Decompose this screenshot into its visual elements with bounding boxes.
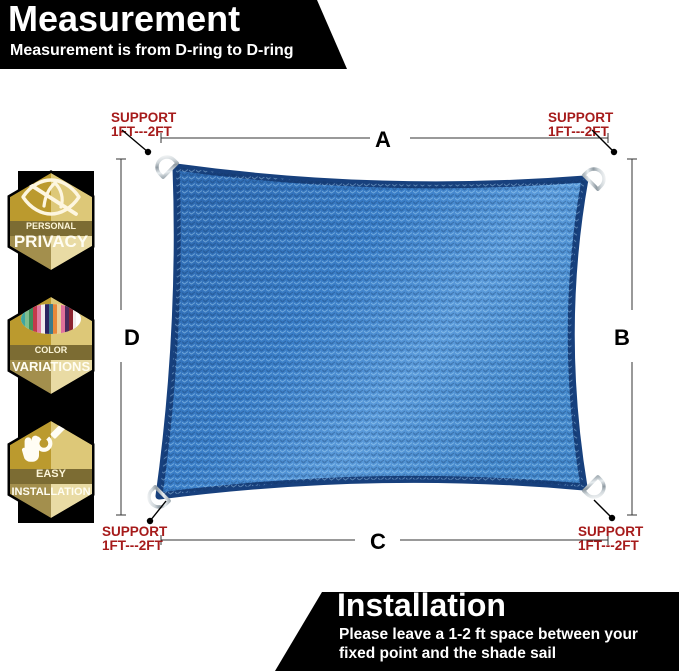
svg-text:PRIVACY: PRIVACY (14, 232, 89, 251)
svg-text:VARIATIONS: VARIATIONS (12, 359, 91, 374)
svg-text:EASY: EASY (36, 468, 67, 480)
svg-text:PERSONAL: PERSONAL (26, 221, 77, 231)
svg-text:INSTALLATION: INSTALLATION (11, 486, 90, 498)
svg-text:COLOR: COLOR (35, 345, 68, 355)
